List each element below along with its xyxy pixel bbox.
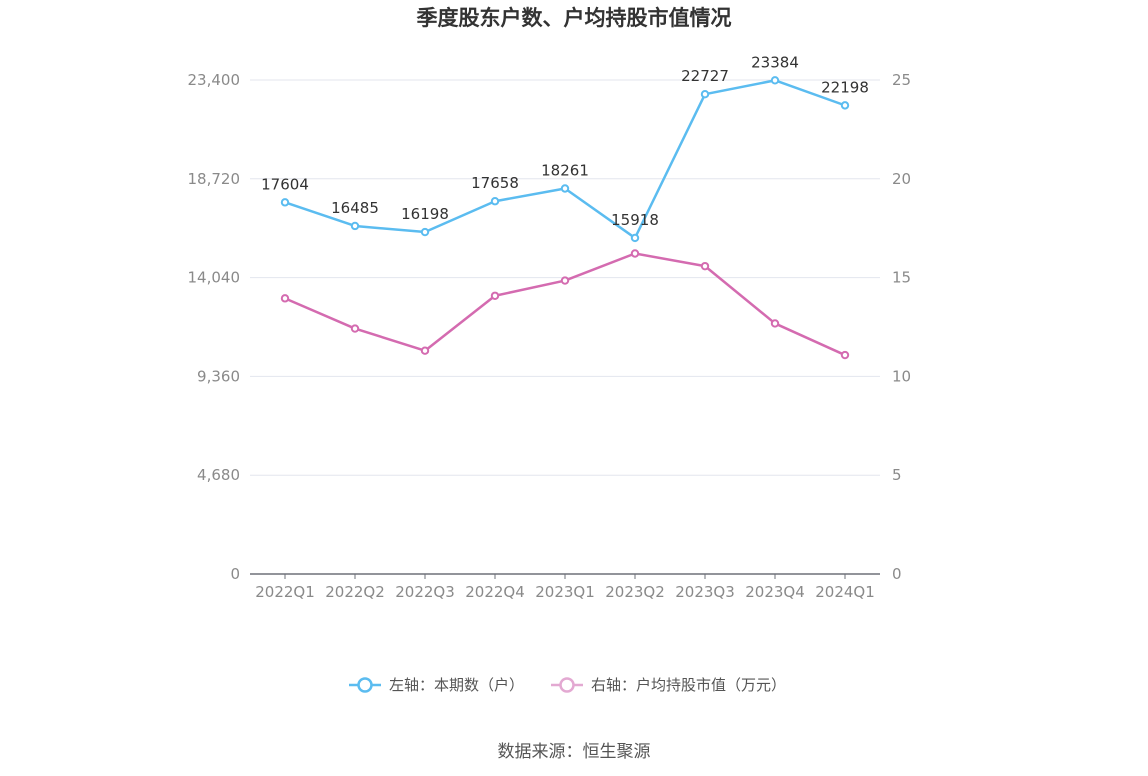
series-1-point bbox=[840, 101, 850, 110]
left-axis-tick-label: 9,360 bbox=[197, 367, 240, 385]
x-axis-tick-label: 2023Q2 bbox=[605, 583, 665, 601]
left-axis-tick-label: 4,680 bbox=[197, 466, 240, 484]
x-axis-tick-label: 2023Q3 bbox=[675, 583, 735, 601]
left-axis-tick-label: 23,400 bbox=[188, 71, 241, 89]
data-label: 17604 bbox=[261, 175, 309, 193]
series-1-point bbox=[420, 227, 430, 237]
series-2-point bbox=[420, 346, 430, 355]
series-line-2 bbox=[284, 252, 846, 357]
series-2-point bbox=[490, 291, 500, 300]
right-axis-tick-label: 25 bbox=[892, 71, 911, 89]
left-axis-tick-label: 18,720 bbox=[188, 170, 241, 188]
x-axis-tick-label: 2022Q2 bbox=[325, 583, 385, 601]
series-1-point bbox=[700, 90, 710, 99]
legend-marker bbox=[559, 677, 575, 693]
x-axis-tick-label: 2022Q4 bbox=[465, 583, 525, 601]
right-axis-tick-label: 10 bbox=[892, 367, 911, 385]
right-axis-tick-label: 0 bbox=[892, 565, 902, 583]
legend-label: 左轴：本期数（户） bbox=[389, 676, 524, 694]
series-1-point bbox=[770, 76, 780, 85]
data-label: 22727 bbox=[681, 67, 729, 85]
series-2-point bbox=[840, 350, 850, 360]
left-axis-tick-label: 0 bbox=[230, 565, 240, 583]
right-axis-tick-label: 20 bbox=[892, 170, 911, 188]
x-axis-tick-label: 2023Q4 bbox=[745, 583, 805, 601]
right-axis-tick-label: 5 bbox=[892, 466, 902, 484]
series-2-point bbox=[560, 276, 570, 285]
x-axis-tick-label: 2024Q1 bbox=[815, 583, 875, 601]
series-2-point bbox=[630, 249, 640, 258]
data-label: 23384 bbox=[751, 53, 799, 71]
series-1-point bbox=[560, 184, 570, 193]
series-2-point bbox=[280, 294, 290, 303]
x-axis-tick-label: 2022Q3 bbox=[395, 583, 455, 601]
chart-title: 季度股东户数、户均持股市值情况 bbox=[416, 6, 732, 30]
series-2-point bbox=[350, 324, 360, 333]
series-1-point bbox=[350, 221, 360, 231]
data-label: 15918 bbox=[611, 211, 659, 229]
left-axis-tick-label: 14,040 bbox=[188, 269, 241, 287]
data-label: 17658 bbox=[471, 174, 519, 192]
series-2-point bbox=[770, 319, 780, 328]
legend-marker bbox=[357, 677, 373, 693]
data-label: 16485 bbox=[331, 199, 379, 217]
right-axis-tick-label: 15 bbox=[892, 269, 911, 287]
x-axis-tick-label: 2022Q1 bbox=[255, 583, 315, 601]
data-label: 18261 bbox=[541, 161, 589, 179]
series-1-point bbox=[490, 197, 500, 206]
data-label: 16198 bbox=[401, 205, 449, 223]
series-1-point bbox=[280, 198, 290, 207]
series-2-point bbox=[700, 261, 710, 271]
data-source: 数据来源：恒生聚源 bbox=[497, 742, 651, 762]
data-label: 22198 bbox=[821, 78, 869, 96]
series-1-point bbox=[630, 233, 640, 243]
legend-label: 右轴：户均持股市值（万元） bbox=[591, 676, 786, 694]
x-axis-tick-label: 2023Q1 bbox=[535, 583, 595, 601]
